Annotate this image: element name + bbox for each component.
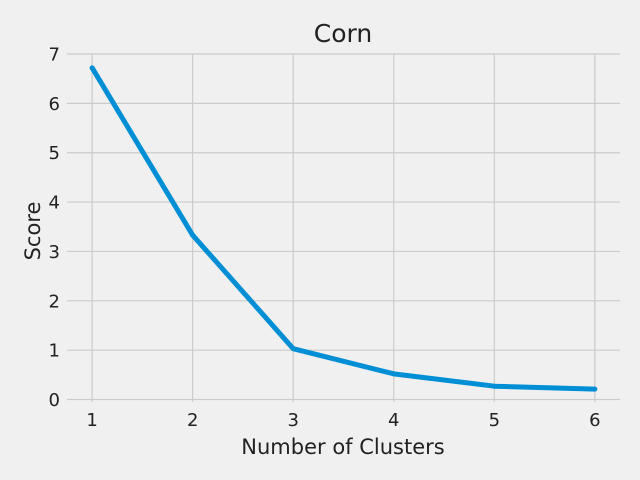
data-point <box>290 346 296 352</box>
series-group <box>89 65 598 392</box>
y-tick-label: 3 <box>49 242 60 263</box>
x-tick-label: 5 <box>489 410 500 431</box>
data-point <box>491 383 497 389</box>
y-axis-label: Score <box>21 202 45 261</box>
data-point <box>190 232 196 238</box>
x-tick-labels: 1 2 3 4 5 6 <box>86 410 600 431</box>
data-point <box>89 65 95 71</box>
y-tick-labels: 0 1 2 3 4 5 6 7 <box>49 45 60 412</box>
y-tick-label: 1 <box>49 341 60 362</box>
y-tick-label: 2 <box>49 291 60 312</box>
x-tick-label: 1 <box>86 410 97 431</box>
y-tick-label: 7 <box>49 45 60 66</box>
x-tick-label: 6 <box>589 410 600 431</box>
x-tick-label: 3 <box>288 410 299 431</box>
y-tick-label: 6 <box>49 94 60 115</box>
x-tick-label: 4 <box>388 410 399 431</box>
y-tick-label: 4 <box>49 193 60 214</box>
series-line-0 <box>89 66 595 392</box>
data-point <box>391 371 397 377</box>
data-point <box>592 386 598 392</box>
y-tick-label: 0 <box>49 390 60 411</box>
chart-title: Corn <box>314 19 372 48</box>
x-axis-label: Number of Clusters <box>241 435 444 459</box>
grid <box>67 53 620 402</box>
y-tick-label: 5 <box>49 143 60 164</box>
x-tick-label: 2 <box>187 410 198 431</box>
